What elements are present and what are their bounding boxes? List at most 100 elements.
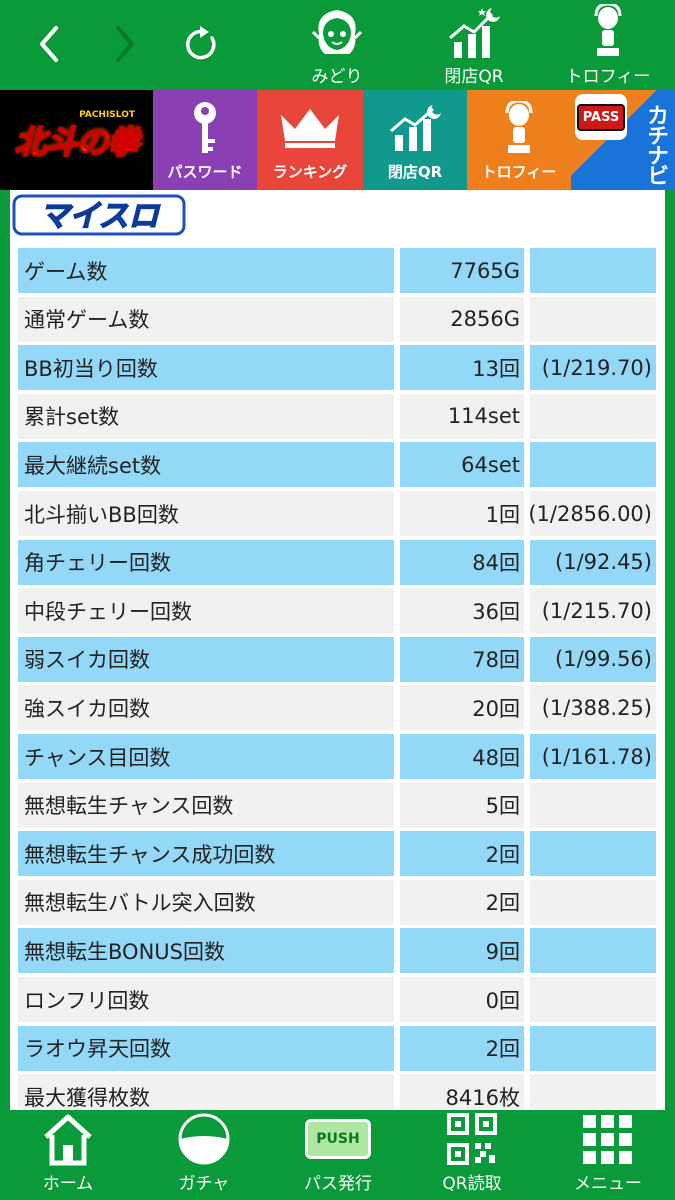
stat-probability [530, 782, 656, 828]
trophy-button[interactable]: トロフィー [467, 90, 571, 190]
stat-label: 無想転生BONUS回数 [18, 928, 394, 974]
stat-label: 無想転生バトル突入回数 [18, 879, 394, 925]
stats-row: 累計set数 114set [18, 393, 656, 439]
grid-menu-icon [583, 1115, 632, 1164]
stat-value: 20回 [400, 685, 524, 731]
closing-chart-icon [449, 7, 500, 58]
back-arrow-icon[interactable] [30, 24, 70, 64]
trophy-figure-icon [594, 3, 622, 56]
pass-issue-label: パス発行 [304, 1174, 372, 1194]
qr-read-button[interactable]: QR読取 [424, 1110, 520, 1200]
stats-row: 中段チェリー回数 36回 (1/215.70) [18, 588, 656, 634]
stat-probability [530, 1025, 656, 1071]
stat-value: 2回 [400, 1025, 524, 1071]
stats-row: BB初当り回数 13回 (1/219.70) [18, 345, 656, 391]
menu-label: メニュー [574, 1174, 642, 1194]
trophy-label: トロフィー [481, 163, 557, 181]
stat-value: 114set [400, 393, 524, 439]
stats-row: ロンフリ回数 0回 [18, 977, 656, 1022]
stat-probability [530, 879, 656, 925]
gacha-label: ガチャ [178, 1174, 230, 1194]
midori-button[interactable]: みどり [298, 0, 376, 90]
stat-value: 78回 [400, 636, 524, 682]
pass-badge: PASS [575, 94, 627, 140]
stat-label: 最大継続set数 [18, 442, 394, 488]
stat-probability: (1/388.25) [530, 685, 656, 731]
stats-row: ゲーム数 7765G [18, 248, 656, 293]
stat-value: 2回 [400, 831, 524, 877]
stat-probability: (1/219.70) [530, 345, 656, 391]
stat-value: 8416枚 [400, 1074, 524, 1110]
stat-probability [530, 442, 656, 488]
stat-value: 13回 [400, 345, 524, 391]
stat-label: BB初当り回数 [18, 345, 394, 391]
ranking-button[interactable]: ランキング [257, 90, 363, 190]
stat-probability: (1/215.70) [530, 588, 656, 634]
closing-qr-top-label: 閉店QR [444, 66, 504, 87]
stat-probability [530, 831, 656, 877]
stat-probability [530, 393, 656, 439]
crown-icon [281, 109, 339, 148]
forward-arrow-icon[interactable] [104, 24, 144, 64]
home-button[interactable]: ホーム [20, 1110, 116, 1200]
password-button[interactable]: パスワード [153, 90, 257, 190]
qr-code-icon [447, 1113, 497, 1165]
trophy-top-button[interactable]: トロフィー [562, 0, 654, 90]
stat-value: 64set [400, 442, 524, 488]
qr-read-label: QR読取 [442, 1174, 502, 1194]
stats-row: 無想転生チャンス成功回数 2回 [18, 831, 656, 877]
ranking-label: ランキング [272, 163, 348, 181]
push-icon-text: PUSH [316, 1131, 360, 1147]
hokuto-logo[interactable]: PACHISLOT 北斗の拳 [0, 90, 153, 190]
pass-badge-text: PASS [576, 103, 626, 131]
midori-character-icon [311, 9, 363, 54]
stats-row: チャンス目回数 48回 (1/161.78) [18, 734, 656, 779]
reload-icon[interactable] [182, 24, 222, 64]
stats-row: 無想転生チャンス回数 5回 [18, 782, 656, 828]
myslo-logo: マイスロ [12, 194, 186, 236]
trophy-figure-icon [505, 101, 533, 153]
key-icon [194, 102, 216, 153]
push-icon: PUSH [305, 1119, 371, 1159]
home-icon [44, 1114, 92, 1166]
stat-label: 通常ゲーム数 [18, 296, 394, 342]
stat-label: ラオウ昇天回数 [18, 1025, 394, 1071]
pass-issue-button[interactable]: PUSH パス発行 [290, 1110, 386, 1200]
stats-row: 角チェリー回数 84回 (1/92.45) [18, 539, 656, 585]
stat-value: 48回 [400, 734, 524, 779]
stats-panel: マイスロ ゲーム数 7765G 通常ゲーム数 2856G BB初当り回数 13回 (1/21… [10, 190, 665, 1110]
stat-value: 7765G [400, 248, 524, 293]
kachinavi-button[interactable]: PASS カチナビ [571, 90, 675, 190]
stat-label: 角チェリー回数 [18, 539, 394, 585]
stats-row: 通常ゲーム数 2856G [18, 296, 656, 342]
closing-qr-button[interactable]: 閉店QR [363, 90, 467, 190]
stat-label: チャンス目回数 [18, 734, 394, 779]
closing-qr-top-button[interactable]: 閉店QR [434, 0, 514, 90]
stat-label: 無想転生チャンス成功回数 [18, 831, 394, 877]
trophy-top-label: トロフィー [565, 66, 651, 87]
stat-label: 強スイカ回数 [18, 685, 394, 731]
gacha-button[interactable]: ガチャ [156, 1110, 252, 1200]
stat-probability: (1/92.45) [530, 539, 656, 585]
stat-label: ゲーム数 [18, 248, 394, 293]
stats-row: 無想転生バトル突入回数 2回 [18, 879, 656, 925]
stats-row: 最大継続set数 64set [18, 442, 656, 488]
stat-value: 84回 [400, 539, 524, 585]
password-label: パスワード [167, 163, 243, 181]
top-nav-bar: みどり 閉店QR トロフィー [0, 0, 675, 90]
stat-label: 最大獲得枚数 [18, 1074, 394, 1110]
stat-value: 1回 [400, 491, 524, 536]
menu-button[interactable]: メニュー [558, 1110, 658, 1200]
stat-value: 5回 [400, 782, 524, 828]
hokuto-logo-text: 北斗の拳 [14, 122, 141, 162]
stat-value: 9回 [400, 928, 524, 974]
stat-label: 弱スイカ回数 [18, 636, 394, 682]
stat-probability: (1/2856.00) [528, 491, 656, 536]
stat-probability: (1/99.56) [530, 636, 656, 682]
stats-row: 最大獲得枚数 8416枚 [18, 1074, 656, 1110]
stat-label: 無想転生チャンス回数 [18, 782, 394, 828]
stat-probability [530, 296, 656, 342]
stat-value: 2856G [400, 296, 524, 342]
stat-probability [530, 1074, 656, 1110]
closing-chart-icon [390, 105, 441, 151]
